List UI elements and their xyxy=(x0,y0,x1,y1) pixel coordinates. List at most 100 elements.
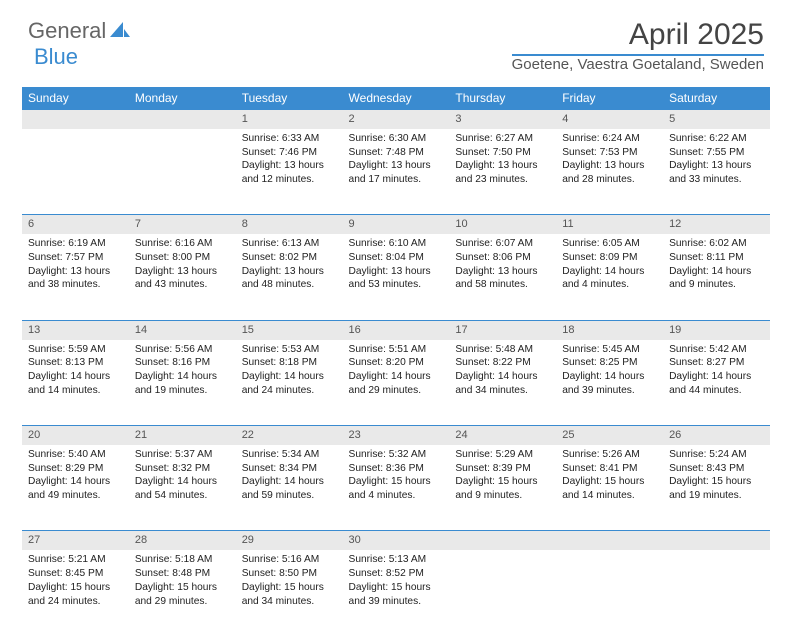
sunset-text: Sunset: 8:11 PM xyxy=(669,251,764,265)
sunrise-text: Sunrise: 6:05 AM xyxy=(562,237,657,251)
day-content-cell: Sunrise: 6:22 AMSunset: 7:55 PMDaylight:… xyxy=(663,129,770,215)
daylight-text: Daylight: 15 hours and 39 minutes. xyxy=(349,581,444,609)
day-number-cell: 21 xyxy=(129,426,236,445)
sunset-text: Sunset: 8:06 PM xyxy=(455,251,550,265)
daylight-text: Daylight: 13 hours and 23 minutes. xyxy=(455,159,550,187)
dow-saturday: Saturday xyxy=(663,87,770,110)
sunrise-text: Sunrise: 5:51 AM xyxy=(349,343,444,357)
day-content-cell: Sunrise: 6:27 AMSunset: 7:50 PMDaylight:… xyxy=(449,129,556,215)
location-text: Goetene, Vaestra Goetaland, Sweden xyxy=(512,54,764,73)
sunrise-text: Sunrise: 5:34 AM xyxy=(242,448,337,462)
day-number-cell: 11 xyxy=(556,215,663,234)
logo-sail-icon xyxy=(110,18,130,44)
daylight-text: Daylight: 14 hours and 54 minutes. xyxy=(135,475,230,503)
logo-text-2: Blue xyxy=(34,44,78,70)
sunrise-text: Sunrise: 5:29 AM xyxy=(455,448,550,462)
content-row: Sunrise: 5:40 AMSunset: 8:29 PMDaylight:… xyxy=(22,445,770,531)
daynum-row: 12345 xyxy=(22,110,770,129)
day-number-cell xyxy=(129,110,236,129)
day-number-cell: 26 xyxy=(663,426,770,445)
sunset-text: Sunset: 8:45 PM xyxy=(28,567,123,581)
sunrise-text: Sunrise: 5:18 AM xyxy=(135,553,230,567)
sunrise-text: Sunrise: 6:19 AM xyxy=(28,237,123,251)
sunrise-text: Sunrise: 5:32 AM xyxy=(349,448,444,462)
daynum-row: 13141516171819 xyxy=(22,320,770,339)
content-row: Sunrise: 6:33 AMSunset: 7:46 PM Daylight:… xyxy=(22,129,770,215)
day-content-cell: Sunrise: 5:56 AMSunset: 8:16 PMDaylight:… xyxy=(129,340,236,426)
daynum-row: 20212223242526 xyxy=(22,426,770,445)
day-content-cell: Sunrise: 5:32 AMSunset: 8:36 PMDaylight:… xyxy=(343,445,450,531)
day-content-cell: Sunrise: 6:07 AMSunset: 8:06 PMDaylight:… xyxy=(449,234,556,320)
day-number-cell: 5 xyxy=(663,110,770,129)
dow-thursday: Thursday xyxy=(449,87,556,110)
sunrise-text: Sunrise: 6:33 AM xyxy=(242,132,337,146)
sunrise-text: Sunrise: 6:16 AM xyxy=(135,237,230,251)
day-number-cell: 22 xyxy=(236,426,343,445)
sunset-text: Sunset: 8:39 PM xyxy=(455,462,550,476)
day-content-cell: Sunrise: 6:10 AMSunset: 8:04 PMDaylight:… xyxy=(343,234,450,320)
day-content-cell: Sunrise: 5:29 AMSunset: 8:39 PMDaylight:… xyxy=(449,445,556,531)
sunrise-text: Sunrise: 5:21 AM xyxy=(28,553,123,567)
day-content-cell: Sunrise: 6:30 AMSunset: 7:48 PMDaylight:… xyxy=(343,129,450,215)
day-number-cell: 27 xyxy=(22,531,129,550)
sunset-text: Sunset: 7:50 PM xyxy=(455,146,550,160)
daylight-text: Daylight: 15 hours and 14 minutes. xyxy=(562,475,657,503)
sunrise-text: Sunrise: 6:07 AM xyxy=(455,237,550,251)
sunset-text: Sunset: 8:32 PM xyxy=(135,462,230,476)
dow-friday: Friday xyxy=(556,87,663,110)
dow-header-row: Sunday Monday Tuesday Wednesday Thursday… xyxy=(22,87,770,110)
daylight-text: Daylight: 14 hours and 49 minutes. xyxy=(28,475,123,503)
day-content-cell xyxy=(663,550,770,636)
logo: General xyxy=(28,18,130,44)
day-number-cell: 23 xyxy=(343,426,450,445)
day-number-cell: 24 xyxy=(449,426,556,445)
sunset-text: Sunset: 8:04 PM xyxy=(349,251,444,265)
month-title: April 2025 xyxy=(512,18,764,52)
daylight-text: Daylight: 13 hours and 58 minutes. xyxy=(455,265,550,293)
sunset-text: Sunset: 8:43 PM xyxy=(669,462,764,476)
day-content-cell: Sunrise: 6:19 AMSunset: 7:57 PMDaylight:… xyxy=(22,234,129,320)
daylight-text: Daylight: 14 hours and 24 minutes. xyxy=(242,370,337,398)
sunset-text: Sunset: 7:55 PM xyxy=(669,146,764,160)
day-content-cell: Sunrise: 5:45 AMSunset: 8:25 PMDaylight:… xyxy=(556,340,663,426)
sunset-text: Sunset: 8:29 PM xyxy=(28,462,123,476)
daylight-text: Daylight: 13 hours and 17 minutes. xyxy=(349,159,444,187)
day-number-cell: 16 xyxy=(343,320,450,339)
day-content-cell: Sunrise: 5:40 AMSunset: 8:29 PMDaylight:… xyxy=(22,445,129,531)
title-block: April 2025 Goetene, Vaestra Goetaland, S… xyxy=(512,18,764,73)
dow-monday: Monday xyxy=(129,87,236,110)
day-content-cell: Sunrise: 6:13 AMSunset: 8:02 PMDaylight:… xyxy=(236,234,343,320)
day-number-cell: 13 xyxy=(22,320,129,339)
daylight-text: Daylight: 14 hours and 9 minutes. xyxy=(669,265,764,293)
daylight-text: Daylight: 14 hours and 59 minutes. xyxy=(242,475,337,503)
daylight-text: Daylight: 13 hours and 43 minutes. xyxy=(135,265,230,293)
sunset-text: Sunset: 8:09 PM xyxy=(562,251,657,265)
day-content-cell: Sunrise: 5:42 AMSunset: 8:27 PMDaylight:… xyxy=(663,340,770,426)
day-number-cell: 28 xyxy=(129,531,236,550)
sunset-text: Sunset: 8:20 PM xyxy=(349,356,444,370)
day-number-cell xyxy=(22,110,129,129)
sunrise-text: Sunrise: 5:59 AM xyxy=(28,343,123,357)
calendar-table: Sunday Monday Tuesday Wednesday Thursday… xyxy=(22,87,770,636)
dow-sunday: Sunday xyxy=(22,87,129,110)
sunset-text: Sunset: 8:41 PM xyxy=(562,462,657,476)
daynum-row: 6789101112 xyxy=(22,215,770,234)
day-number-cell: 25 xyxy=(556,426,663,445)
sunset-text: Sunset: 7:53 PM xyxy=(562,146,657,160)
sunset-text: Sunset: 8:27 PM xyxy=(669,356,764,370)
day-content-cell: Sunrise: 5:34 AMSunset: 8:34 PMDaylight:… xyxy=(236,445,343,531)
daylight-text: Daylight: 14 hours and 14 minutes. xyxy=(28,370,123,398)
sunset-text: Sunset: 7:57 PM xyxy=(28,251,123,265)
day-number-cell: 18 xyxy=(556,320,663,339)
sunrise-text: Sunrise: 5:48 AM xyxy=(455,343,550,357)
day-content-cell: Sunrise: 6:16 AMSunset: 8:00 PMDaylight:… xyxy=(129,234,236,320)
day-content-cell: Sunrise: 6:02 AMSunset: 8:11 PMDaylight:… xyxy=(663,234,770,320)
sunset-text: Sunset: 7:46 PM xyxy=(242,146,337,160)
sunrise-text: Sunrise: 6:02 AM xyxy=(669,237,764,251)
day-content-cell xyxy=(449,550,556,636)
sunrise-text: Sunrise: 5:24 AM xyxy=(669,448,764,462)
sunrise-text: Sunrise: 5:45 AM xyxy=(562,343,657,357)
day-content-cell: Sunrise: 5:24 AMSunset: 8:43 PMDaylight:… xyxy=(663,445,770,531)
daylight-text: Daylight: 15 hours and 9 minutes. xyxy=(455,475,550,503)
sunrise-text: Sunrise: 6:27 AM xyxy=(455,132,550,146)
